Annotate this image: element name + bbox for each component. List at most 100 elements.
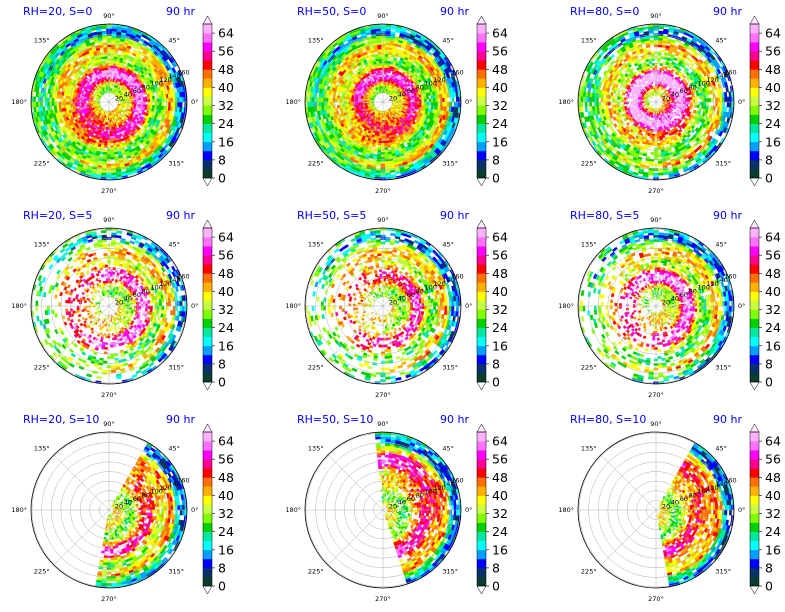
colorbar-segment bbox=[203, 33, 212, 43]
colorbar-tick-label: 16 bbox=[218, 338, 234, 353]
colorbar-segment bbox=[750, 363, 759, 374]
colorbar-segment bbox=[750, 282, 759, 292]
angle-tick-label: 0° bbox=[738, 302, 745, 310]
colorbar-segment bbox=[750, 576, 759, 587]
colorbar-segment bbox=[203, 354, 212, 365]
radial-tick-label: 60 bbox=[680, 495, 688, 503]
angle-tick-label: 225° bbox=[581, 567, 597, 575]
angle-tick-label: 90° bbox=[103, 12, 115, 20]
reflectivity-field bbox=[374, 432, 461, 585]
angle-tick-label: 135° bbox=[34, 37, 50, 45]
colorbar-segment bbox=[203, 459, 212, 469]
colorbar-segment bbox=[750, 78, 759, 88]
colorbar-segment bbox=[203, 549, 212, 560]
angle-tick-label: 135° bbox=[308, 445, 324, 453]
time-label: 90 hr bbox=[713, 413, 742, 426]
colorbar-segment bbox=[477, 372, 486, 383]
angle-tick-label: 225° bbox=[308, 567, 324, 575]
colorbar-tick-label: 56 bbox=[218, 248, 234, 263]
colorbar-segment bbox=[203, 495, 212, 505]
colorbar-tick-label: 32 bbox=[492, 98, 508, 113]
radial-tick-label: 120 bbox=[433, 76, 445, 84]
radial-tick-label: 100 bbox=[151, 80, 163, 88]
colorbar-tick-label: 24 bbox=[765, 116, 781, 131]
radial-tick-label: 40 bbox=[398, 91, 406, 99]
colorbar-segment bbox=[203, 123, 212, 133]
panel-4: RH=20, S=5 90 hr 20 40 60 80 100 120 140 160 0° 45°… bbox=[0, 204, 262, 408]
colorbar-tick-label: 16 bbox=[765, 338, 781, 353]
colorbar-segment bbox=[477, 246, 486, 256]
colorbar-segment bbox=[203, 228, 212, 238]
radial-tick-label: 80 bbox=[416, 287, 424, 295]
colorbar-tick-label: 8 bbox=[218, 560, 226, 575]
radial-tick-label: 100 bbox=[698, 488, 710, 496]
colorbar-tick-label: 16 bbox=[492, 542, 508, 557]
panel-9: RH=80, S=10 90 hr 20 40 60 80 100 120 140 160 0° 45… bbox=[547, 408, 785, 612]
colorbar-segment bbox=[750, 450, 759, 460]
angle-tick-label: 45° bbox=[442, 37, 454, 45]
colorbar-segment bbox=[203, 132, 212, 143]
angle-tick-label: 315° bbox=[168, 363, 184, 371]
colorbar-segment bbox=[203, 468, 212, 478]
angle-tick-label: 0° bbox=[738, 98, 745, 106]
colorbar-segment bbox=[750, 522, 759, 532]
colorbar-tick-label: 32 bbox=[218, 302, 234, 317]
colorbar-segment bbox=[477, 114, 486, 124]
colorbar-tick-label: 64 bbox=[218, 230, 234, 245]
angle-tick-label: 270° bbox=[648, 187, 664, 195]
angle-tick-label: 0° bbox=[191, 302, 198, 310]
colorbar-segment bbox=[750, 531, 759, 541]
colorbar-extend-max bbox=[476, 15, 487, 25]
colorbar-segment bbox=[477, 486, 486, 496]
radial-tick-label: 140 bbox=[715, 480, 727, 488]
colorbar-segment bbox=[203, 486, 212, 496]
angle-tick-label: 225° bbox=[34, 363, 50, 371]
colorbar-segment bbox=[477, 96, 486, 106]
colorbar-segment bbox=[203, 345, 212, 356]
time-label: 90 hr bbox=[166, 5, 195, 18]
colorbar-tick-label: 8 bbox=[765, 356, 773, 371]
radial-tick-label: 20 bbox=[662, 298, 670, 306]
angle-tick-label: 90° bbox=[650, 216, 662, 224]
colorbar-segment bbox=[750, 540, 759, 551]
colorbar-segment bbox=[477, 237, 486, 247]
colorbar-tick-label: 40 bbox=[765, 488, 781, 503]
polar-grid bbox=[577, 23, 735, 181]
angle-tick-label: 180° bbox=[285, 302, 301, 310]
colorbar-extend-min bbox=[749, 585, 760, 595]
colorbar-tick-label: 48 bbox=[492, 266, 508, 281]
angle-tick-label: 270° bbox=[648, 595, 664, 603]
radial-tick-label: 80 bbox=[689, 83, 697, 91]
colorbar-extend-max bbox=[476, 423, 487, 433]
colorbar-tick-label: 40 bbox=[765, 284, 781, 299]
radial-tick-label: 160 bbox=[451, 477, 463, 485]
colorbar-segment bbox=[203, 291, 212, 301]
colorbar-tick-label: 8 bbox=[218, 152, 226, 167]
radial-tick-label: 40 bbox=[671, 295, 679, 303]
polar-grid bbox=[304, 227, 462, 385]
colorbar-tick-label: 0 bbox=[218, 579, 226, 594]
colorbar-extend-max bbox=[749, 219, 760, 229]
colorbar-extend-min bbox=[749, 381, 760, 391]
colorbar-segment bbox=[203, 69, 212, 79]
colorbar-segment bbox=[203, 432, 212, 442]
colorbar: 0 8 16 24 32 40 48 56 64 bbox=[476, 15, 508, 187]
colorbar-tick-label: 56 bbox=[218, 452, 234, 467]
angle-tick-label: 135° bbox=[581, 445, 597, 453]
colorbar-extend-min bbox=[202, 177, 213, 187]
colorbar-tick-label: 40 bbox=[218, 80, 234, 95]
colorbar-segment bbox=[750, 69, 759, 79]
radial-tick-label: 140 bbox=[715, 276, 727, 284]
angle-tick-label: 315° bbox=[715, 159, 731, 167]
radial-tick-label: 120 bbox=[433, 280, 445, 288]
time-label: 90 hr bbox=[166, 413, 195, 426]
colorbar-segment bbox=[750, 105, 759, 115]
angle-tick-label: 0° bbox=[191, 98, 198, 106]
angle-tick-label: 90° bbox=[103, 216, 115, 224]
angle-tick-label: 225° bbox=[308, 159, 324, 167]
radial-tick-label: 140 bbox=[168, 72, 180, 80]
colorbar-segment bbox=[203, 255, 212, 265]
angle-tick-label: 45° bbox=[715, 37, 727, 45]
angle-tick-label: 315° bbox=[442, 363, 458, 371]
colorbar-segment bbox=[203, 141, 212, 152]
